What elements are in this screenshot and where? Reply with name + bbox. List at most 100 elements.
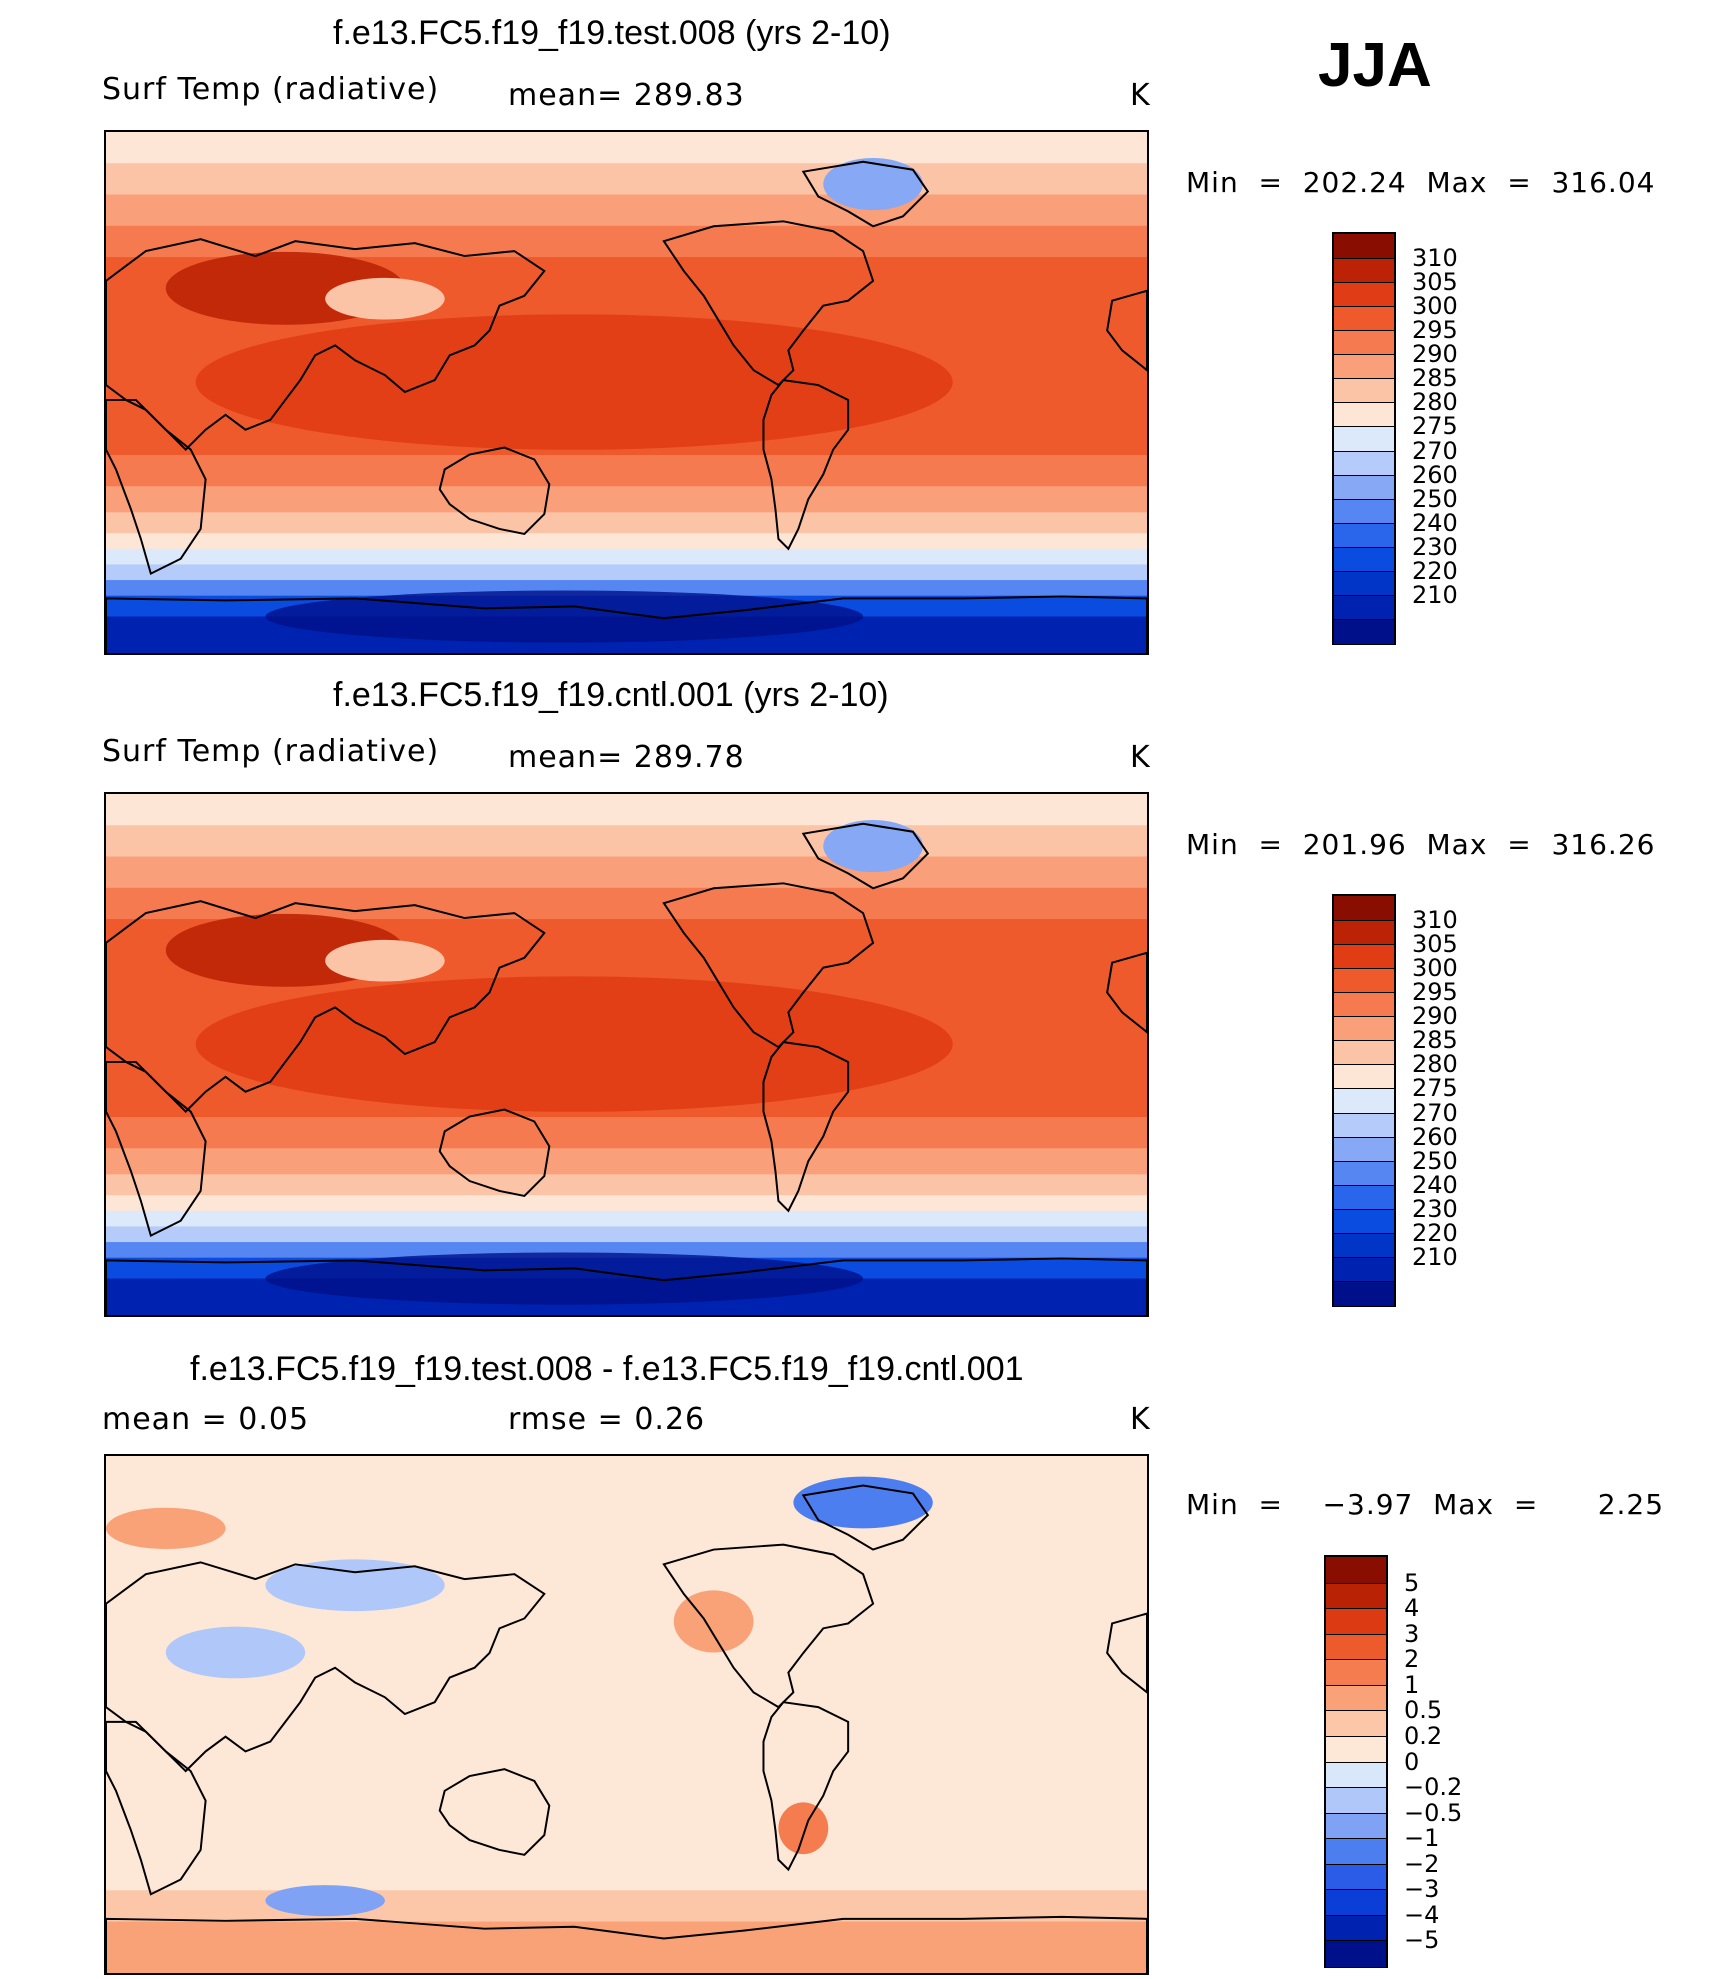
colorbar-swatch <box>1334 1088 1394 1114</box>
colorbar-swatch <box>1334 1064 1394 1090</box>
panel1-title: f.e13.FC5.f19_f19.test.008 (yrs 2-10) <box>333 14 891 52</box>
colorbar-tick-label: 5 <box>1404 1568 1420 1597</box>
colorbar-swatch <box>1326 1940 1386 1967</box>
colorbar-tick-label: 3 <box>1404 1619 1420 1648</box>
colorbar-tick-label: 2 <box>1404 1645 1420 1674</box>
colorbar-swatch <box>1334 896 1394 921</box>
colorbar-tick-label: 220 <box>1412 556 1458 585</box>
colorbar-swatch <box>1334 498 1394 524</box>
colorbar-tick-label: 295 <box>1412 978 1458 1007</box>
colorbar-swatch <box>1334 570 1394 596</box>
colorbar-swatch <box>1334 1112 1394 1138</box>
panel1-mean-label: mean= 289.83 <box>508 78 745 113</box>
panel3-map <box>104 1454 1149 1975</box>
colorbar-tick-label: 310 <box>1412 244 1458 273</box>
colorbar-swatch <box>1326 1659 1386 1686</box>
panel3-title: f.e13.FC5.f19_f19.test.008 - f.e13.FC5.f… <box>190 1350 1024 1388</box>
colorbar-swatch <box>1334 378 1394 404</box>
colorbar-swatch <box>1334 1280 1394 1306</box>
colorbar-tick-label: 305 <box>1412 930 1458 959</box>
panel2-minmax: Min = 201.96 Max = 316.26 <box>1186 828 1656 861</box>
season-label: JJA <box>1318 31 1432 100</box>
colorbar-swatch <box>1334 968 1394 994</box>
colorbar-tick-label: 260 <box>1412 1122 1458 1151</box>
colorbar-swatch <box>1326 1889 1386 1916</box>
colorbar-tick-label: 0.5 <box>1404 1696 1443 1725</box>
panel1-variable-label: Surf Temp (radiative) <box>102 72 440 107</box>
colorbar-tick-label: 290 <box>1412 1002 1458 1031</box>
colorbar-swatch <box>1334 1136 1394 1162</box>
colorbar-swatch <box>1334 402 1394 428</box>
colorbar-swatch <box>1334 1016 1394 1042</box>
panel2-mean-label: mean= 289.78 <box>508 740 745 775</box>
panel2-units: K <box>1130 740 1151 775</box>
panel3-colorbar: 5 4 3 2 1 0.5 0.2 0 −0.2 −0.5 −1 −2 −3 −4 −5 <box>1324 1555 1462 1968</box>
colorbar-swatch <box>1326 1761 1386 1789</box>
panel2-variable-label: Surf Temp (radiative) <box>102 734 440 769</box>
colorbar-tick-label: 210 <box>1412 1242 1458 1271</box>
panel1-units: K <box>1130 78 1151 113</box>
colorbar-swatch <box>1326 1633 1386 1661</box>
colorbar-tick-label: 280 <box>1412 388 1458 417</box>
colorbar-swatch <box>1326 1557 1386 1583</box>
colorbar-tick-label: 270 <box>1412 436 1458 465</box>
colorbar-tick-label: 240 <box>1412 508 1458 537</box>
colorbar-tick-label: 240 <box>1412 1170 1458 1199</box>
colorbar-tick-label: 295 <box>1412 316 1458 345</box>
colorbar-tick-label: 290 <box>1412 340 1458 369</box>
colorbar-tick-label: 0.2 <box>1404 1721 1443 1750</box>
colorbar-tick-label: 285 <box>1412 1026 1458 1055</box>
colorbar-swatch <box>1334 944 1394 970</box>
colorbar-swatch <box>1334 354 1394 380</box>
colorbar-tick-label: 275 <box>1412 412 1458 441</box>
panel2-map <box>104 792 1149 1317</box>
colorbar-swatch <box>1334 1040 1394 1066</box>
colorbar-swatch <box>1326 1684 1386 1712</box>
colorbar-swatch <box>1326 1608 1386 1635</box>
colorbar-swatch <box>1326 1812 1386 1840</box>
colorbar-swatch <box>1334 474 1394 500</box>
colorbar-swatch <box>1326 1863 1386 1891</box>
colorbar-swatch <box>1334 306 1394 332</box>
panel3-mean-label: mean = 0.05 <box>102 1402 310 1437</box>
colorbar-tick-label: 210 <box>1412 580 1458 609</box>
colorbar-swatch <box>1326 1914 1386 1942</box>
colorbar-tick-label: −0.5 <box>1404 1798 1463 1827</box>
colorbar-swatch <box>1334 992 1394 1018</box>
colorbar-swatch <box>1326 1710 1386 1737</box>
colorbar-tick-label: −1 <box>1404 1824 1440 1853</box>
colorbar-swatch <box>1334 546 1394 572</box>
panel3-rmse-label: rmse = 0.26 <box>508 1402 706 1437</box>
colorbar-swatch <box>1334 1256 1394 1282</box>
colorbar-swatch <box>1326 1735 1386 1763</box>
colorbar-swatch <box>1334 1184 1394 1210</box>
panel1-colorbar: 310 305 300 295 290 285 280 275 270 260 250 240 230 2… <box>1332 232 1458 645</box>
colorbar-swatch <box>1334 920 1394 946</box>
colorbar-tick-label: 4 <box>1404 1594 1420 1623</box>
colorbar-tick-label: 260 <box>1412 460 1458 489</box>
panel3-units: K <box>1130 1402 1151 1437</box>
colorbar-tick-label: 0 <box>1404 1747 1420 1776</box>
colorbar-swatch <box>1334 618 1394 644</box>
colorbar-tick-label: −2 <box>1404 1849 1440 1878</box>
colorbar-tick-label: 220 <box>1412 1218 1458 1247</box>
panel1-map <box>104 130 1149 655</box>
panel2-title: f.e13.FC5.f19_f19.cntl.001 (yrs 2-10) <box>333 676 889 714</box>
colorbar-swatch <box>1334 234 1394 259</box>
colorbar-tick-label: 310 <box>1412 906 1458 935</box>
panel3-minmax: Min = −3.97 Max = 2.25 <box>1186 1488 1665 1521</box>
colorbar-tick-label: 285 <box>1412 364 1458 393</box>
panel2-colorbar: 310 305 300 295 290 285 280 275 270 260 250 240 230 2… <box>1332 894 1458 1307</box>
colorbar-tick-label: 250 <box>1412 484 1458 513</box>
colorbar-tick-label: −4 <box>1404 1900 1440 1929</box>
colorbar-swatch <box>1326 1787 1386 1814</box>
colorbar-tick-label: 250 <box>1412 1146 1458 1175</box>
colorbar-swatch <box>1334 594 1394 620</box>
colorbar-swatch <box>1334 330 1394 356</box>
colorbar-tick-label: 275 <box>1412 1074 1458 1103</box>
colorbar-swatch <box>1334 258 1394 284</box>
colorbar-tick-label: 305 <box>1412 268 1458 297</box>
colorbar-tick-label: 230 <box>1412 532 1458 561</box>
colorbar-swatch <box>1334 1232 1394 1258</box>
colorbar-swatch <box>1334 522 1394 548</box>
